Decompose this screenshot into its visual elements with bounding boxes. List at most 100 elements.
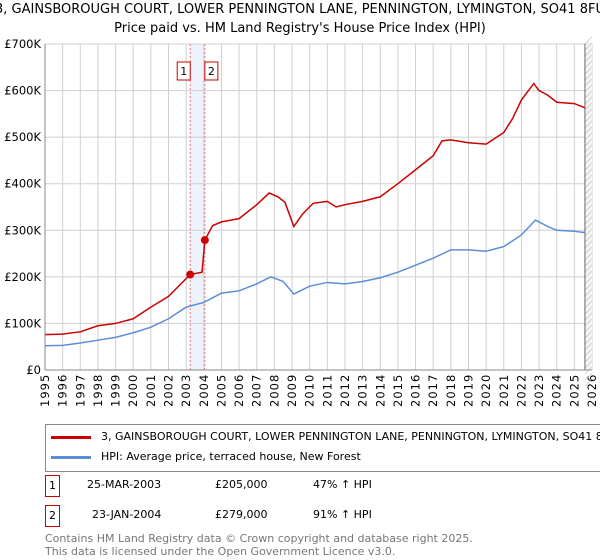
forecast-hatch xyxy=(584,276,593,285)
forecast-hatch xyxy=(584,66,593,75)
forecast-hatch xyxy=(584,330,593,339)
x-tick-label: 2004 xyxy=(197,374,211,407)
forecast-hatch xyxy=(584,252,593,261)
sale-label: 1 xyxy=(180,65,187,78)
x-tick-label: 2020 xyxy=(479,374,493,407)
y-tick-label: £600K xyxy=(4,84,41,98)
forecast-hatch xyxy=(584,312,593,321)
legend: 3, GAINSBOROUGH COURT, LOWER PENNINGTON … xyxy=(45,424,600,472)
forecast-hatch xyxy=(584,294,593,303)
forecast-hatch xyxy=(584,48,593,57)
forecast-hatch xyxy=(584,270,593,279)
forecast-hatch xyxy=(584,108,593,117)
x-tick-label: 2026 xyxy=(585,374,599,407)
x-tick-label: 1998 xyxy=(91,374,105,407)
forecast-hatch xyxy=(584,354,593,363)
x-tick-label: 2003 xyxy=(179,374,193,407)
forecast-hatch xyxy=(584,114,593,123)
footer-line-2: This data is licensed under the Open Gov… xyxy=(45,545,396,558)
y-tick-label: £0 xyxy=(26,363,41,377)
x-tick-label: 2015 xyxy=(391,374,405,407)
transaction-row: 1 25-MAR-2003 £205,000 47% ↑ HPI xyxy=(45,475,600,497)
forecast-hatch xyxy=(584,228,593,237)
y-tick-label: £700K xyxy=(4,37,41,51)
x-tick-label: 1995 xyxy=(38,374,52,407)
x-tick-label: 2008 xyxy=(267,374,281,407)
legend-swatch-property xyxy=(51,436,91,439)
x-tick-label: 2022 xyxy=(514,374,528,407)
forecast-hatch xyxy=(584,132,593,141)
forecast-hatch xyxy=(584,162,593,171)
forecast-hatch xyxy=(584,234,593,243)
x-tick-label: 2017 xyxy=(426,374,440,407)
y-tick-label: £500K xyxy=(4,130,41,144)
x-tick-label: 2005 xyxy=(214,374,228,407)
forecast-hatch xyxy=(584,318,593,327)
x-tick-label: 2025 xyxy=(567,374,581,407)
forecast-hatch xyxy=(584,150,593,159)
forecast-hatch xyxy=(584,168,593,177)
footer-line-1: Contains HM Land Registry data © Crown c… xyxy=(45,532,473,545)
x-tick-label: 2002 xyxy=(162,374,176,407)
forecast-hatch xyxy=(584,198,593,207)
transaction-price: £279,000 xyxy=(215,508,268,521)
sale-point xyxy=(186,270,195,279)
x-tick-label: 2011 xyxy=(320,374,334,407)
x-tick-label: 2006 xyxy=(232,374,246,407)
x-tick-label: 2000 xyxy=(126,374,140,407)
forecast-hatch xyxy=(584,360,593,369)
sale-label: 2 xyxy=(208,65,215,78)
forecast-hatch xyxy=(584,192,593,201)
x-tick-label: 2007 xyxy=(250,374,264,407)
sale-period-band xyxy=(190,44,205,370)
chart-title: 3, GAINSBOROUGH COURT, LOWER PENNINGTON … xyxy=(0,2,600,17)
forecast-hatch xyxy=(584,54,593,63)
forecast-hatch xyxy=(584,90,593,99)
forecast-hatch xyxy=(584,306,593,315)
forecast-hatch xyxy=(584,84,593,93)
forecast-hatch xyxy=(584,186,593,195)
forecast-hatch xyxy=(584,96,593,105)
x-tick-label: 2023 xyxy=(532,374,546,407)
forecast-hatch xyxy=(584,378,593,387)
x-tick-label: 2001 xyxy=(144,374,158,407)
y-tick-label: £200K xyxy=(4,270,41,284)
forecast-hatch xyxy=(584,342,593,351)
x-tick-label: 2014 xyxy=(373,374,387,407)
forecast-hatch xyxy=(584,138,593,147)
hpi-line xyxy=(44,219,586,347)
x-tick-label: 2018 xyxy=(444,374,458,407)
forecast-hatch xyxy=(584,300,593,309)
price-chart: 1995 1996 1997 1998 1999 2000 2001 2002 2003 2004… xyxy=(4,36,599,407)
y-tick-label: £400K xyxy=(4,177,41,191)
transaction-date: 25-MAR-2003 xyxy=(87,478,162,491)
x-tick-label: 2013 xyxy=(356,374,370,407)
forecast-hatch xyxy=(584,36,593,45)
forecast-hatch xyxy=(584,240,593,249)
forecast-hatch xyxy=(584,222,593,231)
y-tick-label: £300K xyxy=(4,223,41,237)
x-tick-label: 2019 xyxy=(461,374,475,407)
forecast-hatch xyxy=(584,180,593,189)
x-tick-label: 1999 xyxy=(109,374,123,407)
transaction-row: 2 23-JAN-2004 £279,000 91% ↑ HPI xyxy=(45,505,600,527)
x-tick-label: 2012 xyxy=(338,374,352,407)
forecast-hatch xyxy=(584,102,593,111)
x-tick-label: 2009 xyxy=(285,374,299,407)
transaction-badge: 2 xyxy=(45,505,60,527)
forecast-hatch xyxy=(584,126,593,135)
legend-label-property: 3, GAINSBOROUGH COURT, LOWER PENNINGTON … xyxy=(101,430,600,443)
x-tick-label: 1997 xyxy=(73,374,87,407)
forecast-hatch xyxy=(584,288,593,297)
forecast-hatch xyxy=(584,156,593,165)
forecast-hatch xyxy=(584,144,593,153)
forecast-hatch xyxy=(584,258,593,267)
x-tick-label: 2016 xyxy=(409,374,423,407)
forecast-hatch xyxy=(584,60,593,69)
transaction-price: £205,000 xyxy=(215,478,268,491)
chart-subtitle: Price paid vs. HM Land Registry's House … xyxy=(114,21,486,36)
x-tick-label: 1996 xyxy=(56,374,70,407)
forecast-region xyxy=(584,44,592,370)
property-price-line xyxy=(44,82,586,336)
x-tick-label: 2021 xyxy=(497,374,511,407)
